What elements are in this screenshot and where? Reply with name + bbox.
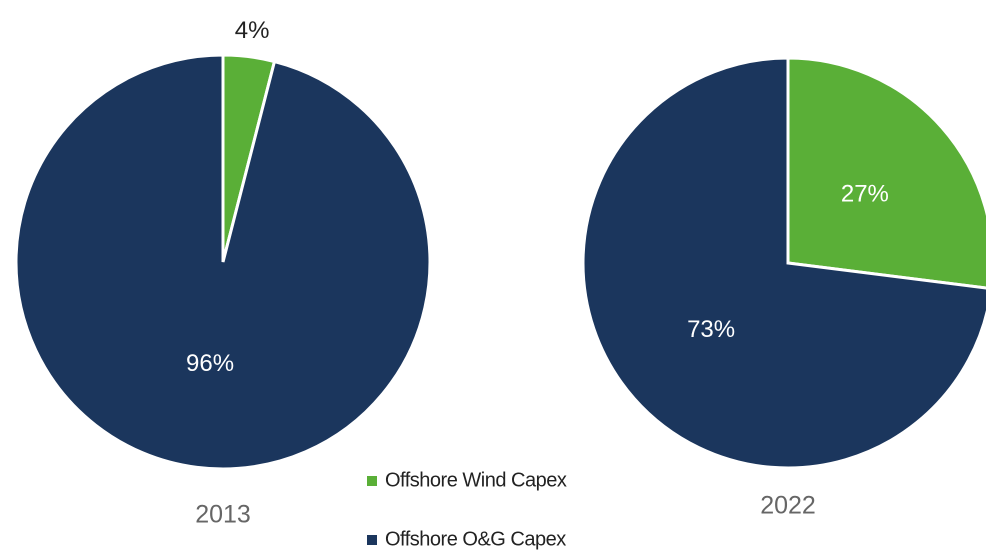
data-label: 4%	[235, 17, 270, 44]
data-label: 96%	[186, 350, 234, 377]
pie-slice	[581, 56, 986, 470]
legend-swatch	[367, 535, 377, 545]
legend-label: Offshore O&G Capex	[385, 528, 566, 550]
legend-swatch	[367, 476, 377, 486]
pie-slice	[14, 53, 432, 471]
legend-label: Offshore Wind Capex	[385, 469, 567, 491]
pie-slice	[786, 56, 986, 290]
data-label: 73%	[687, 316, 735, 343]
data-label: 27%	[841, 181, 889, 208]
chart-title: 2013	[195, 501, 251, 529]
chart-title: 2022	[760, 492, 816, 520]
